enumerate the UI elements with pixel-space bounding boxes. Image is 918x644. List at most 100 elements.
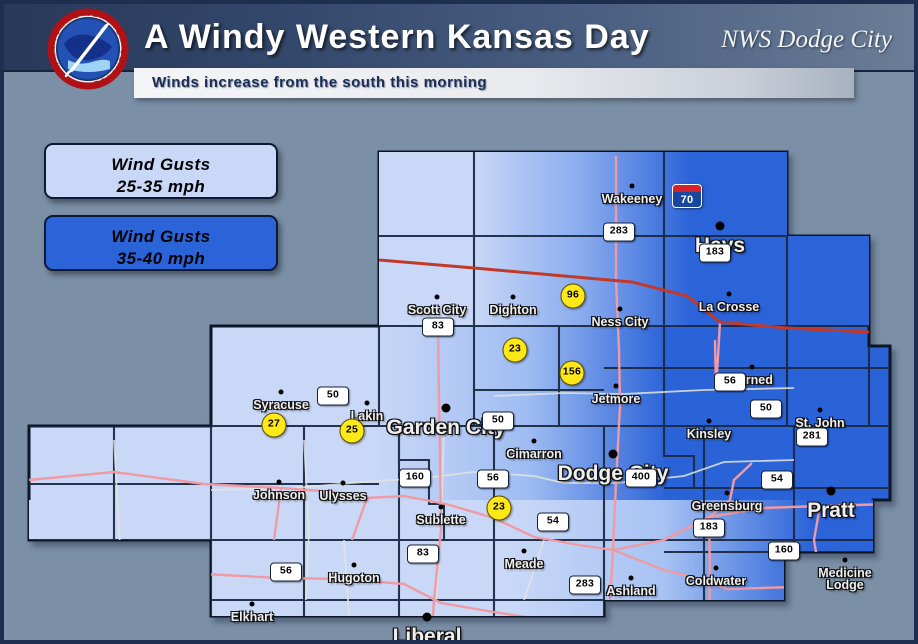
city-dot <box>422 612 432 622</box>
city-dot <box>278 389 284 395</box>
city-label: Lodge <box>826 578 864 592</box>
route-shield-us: 281 <box>796 427 828 447</box>
city-dot <box>628 575 634 581</box>
city-dot <box>613 383 619 389</box>
route-shield-ks: 96 <box>560 283 586 309</box>
city-label: Lakin <box>350 409 384 423</box>
route-shield-us: 160 <box>768 541 800 561</box>
svg-text:A: A <box>65 16 73 25</box>
city-label: Johnson <box>252 488 306 502</box>
city-label: Elkhart <box>230 610 274 624</box>
svg-text:R: R <box>117 36 125 43</box>
city-dot <box>441 403 451 413</box>
svg-text:E: E <box>92 11 98 19</box>
legend-light-line2: 25-35 mph <box>116 176 206 196</box>
city-label: Hugoton <box>328 571 380 585</box>
route-shield-us: 183 <box>693 518 725 538</box>
route-shield-us: 83 <box>407 544 439 564</box>
subtitle-banner: Winds increase from the south this morni… <box>134 68 854 98</box>
svg-text:O: O <box>53 29 62 37</box>
city-dot <box>706 418 712 424</box>
svg-text:V: V <box>110 68 119 76</box>
svg-text:L: L <box>73 13 79 21</box>
nws-seal-icon: N A T I O N A L W E A T H E R S E R V I <box>38 8 138 90</box>
city-dot <box>817 407 823 413</box>
route-shield-ks: 25 <box>339 418 365 444</box>
route-shield-us: 54 <box>537 512 569 532</box>
legend-dark-line1: Wind Gusts <box>111 227 211 246</box>
city-dot <box>842 557 848 563</box>
city-label: Liberal <box>392 625 462 644</box>
page-title: A Windy Western Kansas Day <box>144 18 650 56</box>
legend-light-line1: Wind Gusts <box>111 155 211 174</box>
svg-text:E: E <box>114 29 123 37</box>
route-shield-ks: 156 <box>559 360 585 386</box>
svg-text:I: I <box>51 37 58 41</box>
city-dot <box>276 479 282 485</box>
city-dot <box>249 601 255 607</box>
svg-text:I: I <box>106 73 112 80</box>
city-label: Meade <box>504 557 544 571</box>
route-shield-ks: 23 <box>486 495 512 521</box>
legend-item-light: Wind Gusts 25-35 mph <box>44 143 278 199</box>
svg-text:E: E <box>117 56 125 63</box>
svg-text:R: R <box>114 62 123 70</box>
city-label: Dighton <box>489 303 537 317</box>
route-shield-us: 50 <box>482 411 514 431</box>
svg-text:W: W <box>84 11 91 18</box>
city-dot <box>438 504 444 510</box>
route-shield-ks: 23 <box>502 337 528 363</box>
route-shield-us: 283 <box>603 222 635 242</box>
city-label: Syracuse <box>253 398 309 412</box>
legend-dark-line2: 35-40 mph <box>116 248 206 268</box>
city-label: Jetmore <box>591 392 641 406</box>
route-shield-us: 56 <box>714 372 746 392</box>
route-shield-us: 400 <box>625 468 657 488</box>
route-shield-us: 183 <box>699 243 731 263</box>
city-label: Wakeeney <box>601 192 663 206</box>
route-shield-i70: 70 <box>672 184 702 208</box>
route-shield-us: 50 <box>750 399 782 419</box>
route-shield-us: 160 <box>399 468 431 488</box>
svg-text:T: T <box>50 46 57 50</box>
route-shield-us: 56 <box>270 562 302 582</box>
city-label: Cimarron <box>506 447 562 461</box>
svg-text:A: A <box>50 53 58 59</box>
city-dot <box>826 486 836 496</box>
city-dot <box>510 294 516 300</box>
city-dot <box>713 565 719 571</box>
city-label: Ashland <box>606 584 656 598</box>
city-dot <box>351 562 357 568</box>
city-label: St. John <box>795 416 845 430</box>
city-label: Coldwater <box>685 574 747 588</box>
svg-text:N: N <box>53 61 62 69</box>
city-dot <box>629 183 635 189</box>
header-bar: A Windy Western Kansas Day NWS Dodge Cit… <box>4 4 914 72</box>
route-shield-us: 83 <box>422 317 454 337</box>
svg-text:H: H <box>109 22 118 30</box>
city-label: Sublette <box>416 513 466 527</box>
city-dot <box>521 548 527 554</box>
city-dot <box>364 400 370 406</box>
city-label: Ulysses <box>319 489 367 503</box>
city-dot <box>340 480 346 486</box>
route-shield-us: 56 <box>477 469 509 489</box>
city-label: La Crosse <box>698 300 760 314</box>
office-name: NWS Dodge City <box>721 26 892 53</box>
city-label: Scott City <box>407 303 467 317</box>
svg-text:C: C <box>99 76 107 84</box>
city-dot <box>617 306 623 312</box>
route-shield-ks: 27 <box>261 412 287 438</box>
city-dot <box>434 294 440 300</box>
city-dot <box>715 221 725 231</box>
legend-item-dark: Wind Gusts 35-40 mph <box>44 215 278 271</box>
city-dot <box>608 449 618 459</box>
subtitle-text: Winds increase from the south this morni… <box>152 74 488 91</box>
city-dot <box>724 490 730 496</box>
city-label: Pratt <box>807 499 855 522</box>
city-label: Greensburg <box>691 499 763 513</box>
city-label: Kinsley <box>686 427 732 441</box>
route-shield-us: 283 <box>569 575 601 595</box>
